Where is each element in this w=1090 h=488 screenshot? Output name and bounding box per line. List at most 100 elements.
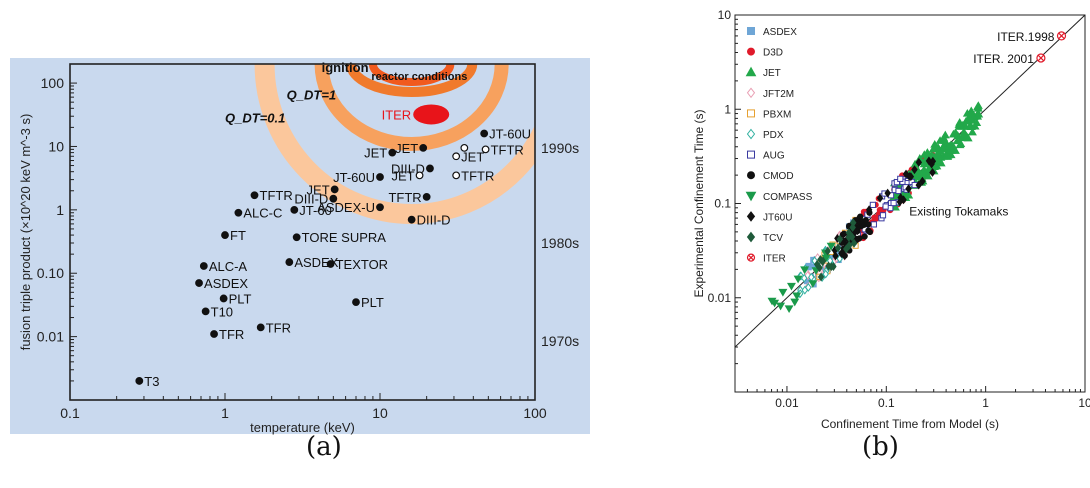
data-point-tcv (846, 240, 853, 250)
y-tick-label: 10 (718, 8, 732, 22)
region-label-ignition: ignition (322, 60, 369, 75)
point-label: TFR (266, 320, 291, 335)
data-point-jet (934, 155, 944, 164)
legend-label: D3D (763, 48, 783, 59)
data-point-jt60u (876, 193, 884, 203)
data-point (290, 205, 299, 214)
point-label: FT (230, 228, 246, 243)
point-label: T10 (211, 304, 233, 319)
caption-a: (a) (306, 432, 342, 462)
data-point-compass (790, 298, 800, 307)
point-label: JET (307, 182, 330, 197)
chart-a: 0.1 1 10 100 0.01 0.10 1 10 100 temperature (keV)… (10, 58, 590, 435)
data-point (219, 294, 228, 303)
data-point-jt60u (897, 193, 904, 203)
point-label: ALC-A (209, 259, 248, 274)
data-point-tcv (834, 243, 842, 253)
data-point-jet (924, 164, 934, 173)
data-point-jet (940, 136, 950, 144)
data-point-jet (939, 141, 949, 150)
point-label: PLT (229, 291, 252, 306)
data-point-jet (948, 141, 958, 149)
data-point (195, 279, 203, 287)
x-tick-label: 0.01 (775, 396, 799, 410)
qdt-1-band (314, 64, 509, 151)
legend-label: ASDEX (763, 27, 797, 38)
region-label-qdt1: Q_DT=1 (287, 88, 337, 103)
iter-point (1056, 31, 1067, 41)
data-point-tcv (817, 272, 825, 282)
data-point-jet (952, 136, 962, 145)
data-point-jet (915, 169, 925, 178)
ignition-band (346, 64, 478, 97)
era-label: 1990s (541, 140, 579, 156)
data-point-compass (778, 288, 788, 297)
legend-label: COMPASS (763, 192, 813, 203)
y-tick-label: 0.10 (37, 265, 64, 281)
data-point-jt60u (929, 167, 936, 177)
x-axis-label: temperature (keV) (250, 420, 355, 435)
scatter-points (767, 101, 984, 314)
data-point-jt60u (906, 172, 913, 181)
data-point-pdx (822, 269, 829, 279)
data-point-jet (972, 118, 982, 127)
legend-label: AUG (763, 151, 785, 162)
era-label: 1970s (541, 333, 579, 349)
legend-label: ITER (763, 254, 786, 265)
x-tick-label: 1 (982, 396, 989, 410)
data-point (415, 171, 424, 180)
data-point-jet (967, 127, 977, 136)
data-point (426, 164, 434, 173)
x-tick-label: 0.1 (60, 405, 80, 421)
data-point-jt60u (925, 156, 933, 166)
data-point-aug (882, 203, 889, 210)
data-point-jet (956, 139, 966, 147)
legend-label: TCV (763, 233, 783, 244)
data-point-aug (869, 201, 876, 208)
data-point-jet (911, 171, 921, 179)
bands-group (254, 64, 535, 224)
x-tick-label: 10 (1078, 396, 1090, 410)
data-point-tcv (830, 262, 837, 272)
data-point-jt60u (911, 165, 918, 175)
point-label: TORE SUPRA (302, 230, 387, 245)
x-axis-label: Confinement Time from Model (s) (821, 417, 999, 431)
qdt-0.1-band (254, 64, 535, 224)
data-point-tcv (845, 232, 853, 242)
data-point-compass (808, 280, 818, 288)
data-point (407, 215, 416, 224)
data-point-cmod (862, 217, 869, 224)
data-point-jet (954, 120, 964, 128)
data-point-pdx (801, 273, 808, 283)
data-point-jet (973, 109, 983, 117)
data-point (210, 330, 218, 338)
data-point (419, 143, 428, 152)
legend: ASDEX D3D JET JFT2M PBXM PDX AUG CMOD COMPASS JT6… (745, 27, 813, 265)
data-point-jet (919, 159, 929, 168)
y-tick-label: 10 (48, 138, 64, 154)
chart-b: 0.01 0.1 1 10 0.01 0.1 1 10 Confinement Time fro… (692, 8, 1090, 431)
data-point-jet (922, 170, 932, 179)
data-point (388, 148, 397, 157)
y-tick-label: 1 (724, 102, 731, 116)
point-label: ASDEX (204, 276, 248, 291)
iter-point (1036, 53, 1046, 63)
data-point-jet (965, 122, 975, 130)
data-point (376, 203, 384, 212)
data-point (135, 377, 144, 385)
region-label-qdt01: Q_DT=0.1 (225, 110, 285, 125)
legend-marker-aug (747, 150, 755, 159)
point-label: TFTR (491, 142, 524, 157)
point-label: ASDEX-U (317, 200, 375, 215)
data-point-compass (826, 242, 836, 251)
data-point-compass (793, 275, 803, 284)
iter-marker (413, 104, 450, 125)
caption-b: (b) (862, 432, 899, 462)
data-point-pdx (801, 285, 809, 295)
legend-label: JFT2M (763, 89, 794, 100)
data-point-jt60u (905, 184, 912, 194)
data-point (422, 193, 431, 201)
legend-marker-asdex (747, 27, 755, 35)
data-point-tcv (836, 234, 844, 244)
plot-frame (69, 63, 536, 401)
